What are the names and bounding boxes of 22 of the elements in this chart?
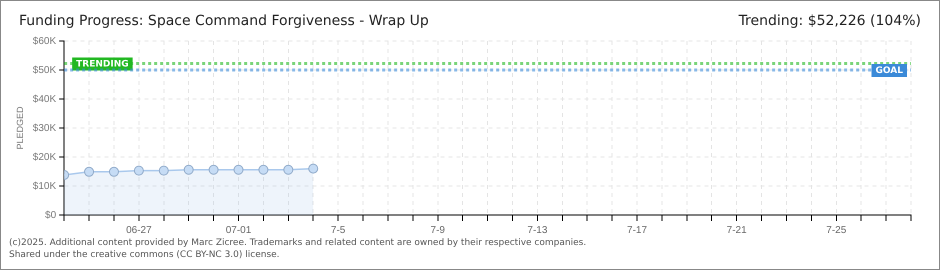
x-tick-label: 7-13 (527, 224, 548, 236)
text: Shared under the creative commons (CC BY-NC 3.0) license. (9, 249, 281, 261)
x-tick-label: 07-01 (226, 224, 252, 236)
y-tick-label: $30K (32, 122, 56, 134)
x-tick-label: 7-25 (826, 224, 847, 236)
y-tick-label: $20K (32, 152, 56, 163)
ref-line-label: GOAL (876, 66, 904, 76)
ref-line-label: TRENDING (76, 59, 129, 70)
y-tick-label: $0 (45, 210, 57, 221)
x-tick-label: 7-21 (726, 224, 748, 236)
text: (c)2025. Additional content provided by Marc Zicree. Trademarks and related content are owned by their respective companies. (9, 237, 586, 249)
y-tick-label: $50K (32, 64, 56, 76)
chart-subtitle: Trending: $52,226 (104%) (738, 13, 921, 29)
x-tick-label: 7-17 (627, 224, 648, 236)
y-tick-label: $40K (32, 94, 56, 105)
x-tick-label: 06-27 (126, 224, 152, 236)
chart-title: Funding Progress: Space Command Forgiveness - Wrap Up (19, 13, 429, 29)
x-tick-label: 7-9 (430, 224, 446, 236)
y-tick-label: $60K (32, 36, 56, 47)
y-tick-label: $10K (32, 180, 56, 192)
x-tick-label: 7-5 (330, 224, 346, 236)
y-axis-title: PLEDGED (14, 106, 25, 150)
